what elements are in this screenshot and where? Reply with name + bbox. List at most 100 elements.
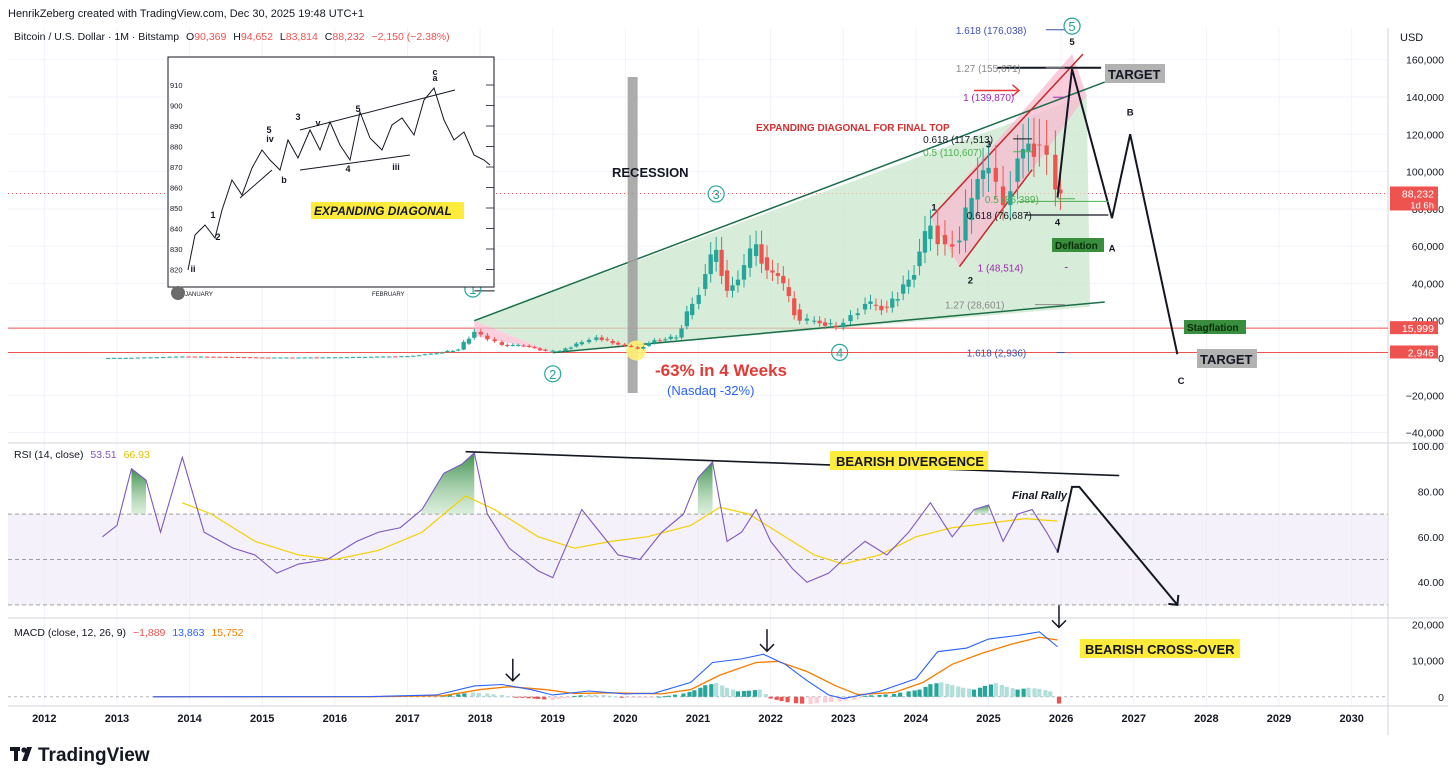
x-tick-label: 2029 bbox=[1267, 713, 1291, 725]
candle-body bbox=[1037, 144, 1042, 146]
candle-body bbox=[719, 249, 724, 276]
x-tick-label: 2023 bbox=[831, 713, 855, 725]
svg-text:Stagflation: Stagflation bbox=[1187, 323, 1239, 334]
macd-hist-bar bbox=[858, 696, 863, 698]
svg-text:TARGET: TARGET bbox=[1200, 352, 1253, 367]
rsi-overbought-fill bbox=[698, 461, 713, 515]
macd-hist-bar bbox=[808, 696, 813, 704]
candle-body bbox=[129, 357, 134, 359]
candle-body bbox=[284, 357, 289, 359]
candle-body bbox=[980, 170, 986, 180]
candle-body bbox=[622, 344, 627, 346]
macd-hist-bar bbox=[720, 685, 725, 697]
tradingview-logo[interactable]: TradingView bbox=[10, 745, 150, 766]
target-badge-top: TARGET bbox=[1105, 64, 1165, 83]
candle-body bbox=[568, 347, 574, 349]
wave-circle-2 bbox=[544, 365, 562, 383]
candle-body bbox=[579, 342, 584, 345]
macd-hist-bar bbox=[800, 696, 805, 704]
rsi-overbought-fill bbox=[422, 452, 475, 515]
rsi-tick-label: 80.00 bbox=[1418, 486, 1444, 498]
candle-body bbox=[563, 348, 568, 351]
svg-text:Deflation: Deflation bbox=[1055, 241, 1098, 252]
macd-hist-bar bbox=[550, 696, 555, 701]
candle-body bbox=[543, 349, 548, 351]
macd-hist-bar bbox=[476, 692, 481, 697]
wave-circle-label: 1 bbox=[469, 282, 476, 297]
inset-x-label: FEBRUARY bbox=[372, 292, 405, 298]
macd-hist-bar bbox=[731, 689, 736, 697]
candle-body bbox=[516, 345, 521, 347]
candle-body bbox=[828, 323, 833, 325]
macd-tick-label: 20,000 bbox=[1412, 620, 1444, 632]
price-tag bbox=[1390, 321, 1438, 335]
rsi-pane[interactable] bbox=[8, 450, 1388, 607]
x-tick-label: 2020 bbox=[613, 713, 637, 725]
attribution: HenrikZeberg created with TradingView.co… bbox=[8, 8, 364, 20]
candle-body bbox=[873, 304, 879, 306]
rsi-line bbox=[102, 451, 1059, 583]
macd-hist-bar bbox=[779, 696, 784, 702]
macd-hist-bar bbox=[681, 693, 686, 697]
rsi-tick-label: 40.00 bbox=[1418, 577, 1444, 589]
candle-body bbox=[652, 340, 657, 344]
drop-label: -63% in 4 Weeks bbox=[655, 361, 787, 380]
candle-body bbox=[526, 345, 532, 347]
candle-body bbox=[445, 350, 450, 353]
price-tick-label: 120,000 bbox=[1406, 129, 1444, 141]
price-tag bbox=[1390, 186, 1438, 211]
candle-body bbox=[510, 344, 515, 346]
svg-text:Bitcoin / U.S. Dollar · 1M · B: Bitcoin / U.S. Dollar · 1M · Bitstamp O9… bbox=[14, 31, 450, 43]
candle-body bbox=[369, 356, 374, 358]
candle-body bbox=[320, 357, 325, 359]
candle-body bbox=[684, 311, 690, 327]
wave2-fill bbox=[474, 320, 553, 353]
price-layer: 1.618 (176,038) 1.27 (155,671) 1 (139,870)… bbox=[8, 17, 1388, 393]
candle-body bbox=[198, 356, 204, 358]
bearish-divergence-badge: BEARISH DIVERGENCE bbox=[830, 451, 988, 470]
macd-hist-bar bbox=[1015, 689, 1020, 697]
macd-hist-bar bbox=[456, 694, 461, 697]
x-tick-label: 2016 bbox=[323, 713, 347, 725]
macd-hist-bar bbox=[746, 690, 751, 697]
x-tick-label: 2017 bbox=[395, 713, 419, 725]
candle-body bbox=[167, 356, 172, 358]
inset-wave-mark: c bbox=[432, 67, 437, 77]
recession-bar bbox=[627, 77, 638, 393]
price-tick-label: 60,000 bbox=[1412, 241, 1444, 253]
macd-hist-bar bbox=[950, 685, 955, 697]
candle-body bbox=[950, 244, 955, 247]
macd-tick-label: 10,000 bbox=[1412, 656, 1444, 668]
macd-hist-bar bbox=[572, 696, 577, 698]
candle-body bbox=[296, 357, 301, 359]
projection-path bbox=[1056, 68, 1179, 355]
inset-y-tick: 890 bbox=[170, 122, 183, 131]
price-tag-label: 15,999 bbox=[1402, 323, 1434, 335]
candle-body bbox=[302, 357, 307, 359]
macd-hist-bar bbox=[514, 696, 519, 698]
candle-body bbox=[696, 294, 701, 304]
x-tick-label: 2013 bbox=[105, 713, 129, 725]
macd-hist-bar bbox=[724, 687, 730, 697]
candle-body bbox=[862, 303, 868, 310]
macd-pane[interactable] bbox=[8, 605, 1388, 704]
macd-hist-bar bbox=[698, 687, 703, 697]
macd-hist-bar bbox=[1004, 686, 1009, 697]
x-tick-label: 2021 bbox=[686, 713, 710, 725]
candle-body bbox=[314, 357, 319, 359]
wave-small-label: C bbox=[1178, 376, 1185, 387]
x-tick-label: 2012 bbox=[32, 713, 56, 725]
candle-body bbox=[387, 356, 392, 358]
candle-body bbox=[986, 167, 991, 174]
candle-body bbox=[975, 179, 980, 200]
candle-body bbox=[797, 309, 802, 321]
fib-level-label: 0.618 (76,687) bbox=[967, 211, 1032, 222]
candle-body bbox=[260, 357, 265, 359]
macd-hist-bar bbox=[939, 682, 944, 697]
candle-body bbox=[416, 355, 422, 357]
macd-hist-bar bbox=[852, 696, 857, 700]
candle-body bbox=[792, 298, 797, 316]
macd-hist-bar bbox=[578, 695, 583, 697]
macd-line bbox=[153, 631, 1058, 700]
candle-body bbox=[935, 225, 940, 245]
